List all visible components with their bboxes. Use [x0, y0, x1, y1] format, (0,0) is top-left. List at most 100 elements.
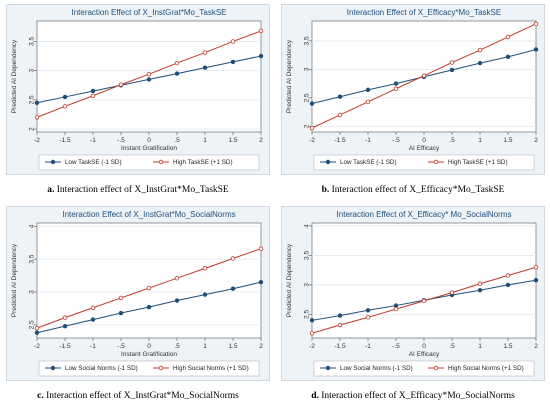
x-tick-label: -1	[365, 343, 371, 350]
caption-d-text: Interaction effect of X_Efficacy*Mo_Soci…	[321, 391, 515, 401]
x-tick-label: -1	[365, 137, 371, 144]
data-point-low	[230, 286, 236, 291]
data-point-high	[449, 60, 455, 65]
data-point-high	[34, 115, 40, 120]
x-tick-label: 1	[478, 137, 482, 144]
data-point-low	[309, 101, 315, 106]
data-point-high	[393, 306, 399, 312]
data-point-high	[230, 39, 236, 44]
plot-area-c	[36, 222, 262, 339]
data-point-high	[146, 71, 152, 77]
data-point-high	[34, 325, 40, 331]
chart-title-c: Interaction Effect of X_InstGrat*Mo_Soci…	[62, 210, 235, 219]
y-tick-label: 3	[304, 283, 311, 287]
x-tick-label: -2	[309, 343, 315, 350]
data-point-low	[146, 77, 152, 82]
x-tick-label: 1.5	[503, 137, 512, 144]
x-tick-label: -1	[90, 343, 96, 350]
legend-entry-high: High TaskSE (+1 SD)	[448, 159, 508, 166]
data-point-low	[230, 59, 236, 65]
legend-entry-high: High Social Norms (+1 SD)	[173, 365, 249, 372]
legend-swatch-marker	[433, 159, 439, 165]
data-point-low	[533, 47, 539, 52]
x-tick-label: -1.5	[59, 343, 71, 350]
caption-b: b. Interaction effect of X_Efficacy*Mo_T…	[283, 185, 543, 195]
y-tick-label: 2.5	[304, 310, 311, 319]
data-point-low	[393, 303, 399, 308]
y-tick-label: 3	[29, 290, 36, 294]
x-tick-label: -.5	[117, 343, 125, 350]
y-axis-label-d: Predicted AI Dependency	[286, 243, 293, 317]
y-tick-label: 2	[304, 124, 311, 128]
x-tick-label: -1	[90, 137, 96, 144]
data-point-low	[90, 88, 96, 94]
data-point-low	[309, 318, 315, 323]
data-point-high	[118, 295, 124, 301]
y-tick-label: 3.5	[29, 37, 36, 46]
legend-b	[313, 154, 535, 171]
x-tick-label: -1.5	[334, 137, 346, 144]
x-axis-label-d: AI Efficacy	[409, 351, 440, 358]
data-point-low	[146, 304, 152, 310]
x-tick-label: .5	[174, 343, 180, 350]
data-point-high	[449, 290, 455, 295]
legend-entry-low: Low TaskSE (-1 SD)	[65, 159, 122, 166]
data-point-low	[62, 323, 68, 329]
y-tick-label: 2.5	[29, 95, 36, 104]
chart-d: Interaction Effect of X_Efficacy* Mo_Soc…	[286, 210, 539, 377]
y-tick-label: 3.5	[29, 254, 36, 263]
x-tick-label: 1	[203, 343, 207, 350]
legend-entry-high: High Social Norms (+1 SD)	[448, 365, 524, 372]
x-tick-label: 1	[478, 343, 482, 350]
data-point-high	[202, 266, 208, 271]
data-point-low	[202, 65, 208, 70]
legend-entry-low: Low Social Norms (-1 SD)	[340, 365, 413, 372]
data-point-high	[393, 86, 399, 91]
data-point-low	[62, 94, 68, 100]
x-tick-label: 2	[534, 137, 538, 144]
caption-c: c. Interaction effect of X_InstGrat*Mo_S…	[8, 391, 268, 401]
caption-a-text: Interaction effect of X_InstGrat*Mo_Task…	[56, 185, 229, 195]
chart-c: Interaction Effect of X_InstGrat*Mo_Soci…	[11, 210, 264, 377]
x-axis-label-a: Instant Gratification	[121, 145, 177, 152]
chart-title-a: Interaction Effect of X_InstGrat*Mo_Task…	[71, 8, 226, 17]
legend-swatch-marker	[50, 365, 56, 371]
y-axis-label-b: Predicted AI Dependency	[286, 39, 293, 113]
data-point-low	[258, 53, 264, 59]
data-point-low	[365, 308, 371, 313]
data-point-low	[258, 279, 264, 285]
data-point-low	[337, 94, 343, 99]
chart-panel-b: Interaction Effect of X_Efficacy*Mo_Task…	[281, 4, 545, 175]
legend-swatch-marker	[50, 159, 56, 165]
x-axis-label-b: AI Efficacy	[409, 145, 440, 152]
y-axis-label-a: Predicted AI Dependency	[11, 39, 18, 113]
x-tick-label: 0	[147, 137, 151, 144]
chart-b: Interaction Effect of X_Efficacy*Mo_Task…	[286, 8, 539, 171]
x-tick-label: 1.5	[503, 343, 512, 350]
x-tick-label: 1.5	[228, 137, 237, 144]
x-tick-label: -.5	[392, 137, 400, 144]
data-point-low	[337, 313, 343, 318]
x-tick-label: -.5	[117, 137, 125, 144]
data-point-high	[90, 305, 96, 310]
data-point-low	[533, 278, 539, 283]
data-point-high	[421, 298, 427, 304]
x-tick-label: 0	[422, 137, 426, 144]
data-point-low	[393, 81, 399, 86]
x-tick-label: 0	[147, 343, 151, 350]
caption-c-prefix: c.	[37, 391, 44, 401]
data-point-high	[505, 273, 511, 278]
caption-d-prefix: d.	[311, 391, 319, 401]
data-point-high	[202, 50, 208, 55]
plot-area-d	[311, 222, 537, 339]
data-point-low	[365, 87, 371, 93]
x-tick-label: -.5	[392, 343, 400, 350]
chart-panel-c: Interaction Effect of X_InstGrat*Mo_Soci…	[6, 206, 270, 381]
data-point-high	[258, 246, 264, 251]
legend-entry-low: Low Social Norms (-1 SD)	[65, 365, 138, 372]
data-point-high	[146, 285, 152, 291]
data-point-low	[34, 100, 40, 105]
legend-entry-low: Low TaskSE (-1 SD)	[340, 159, 397, 166]
x-tick-label: 0	[422, 343, 426, 350]
x-tick-label: .5	[449, 137, 455, 144]
